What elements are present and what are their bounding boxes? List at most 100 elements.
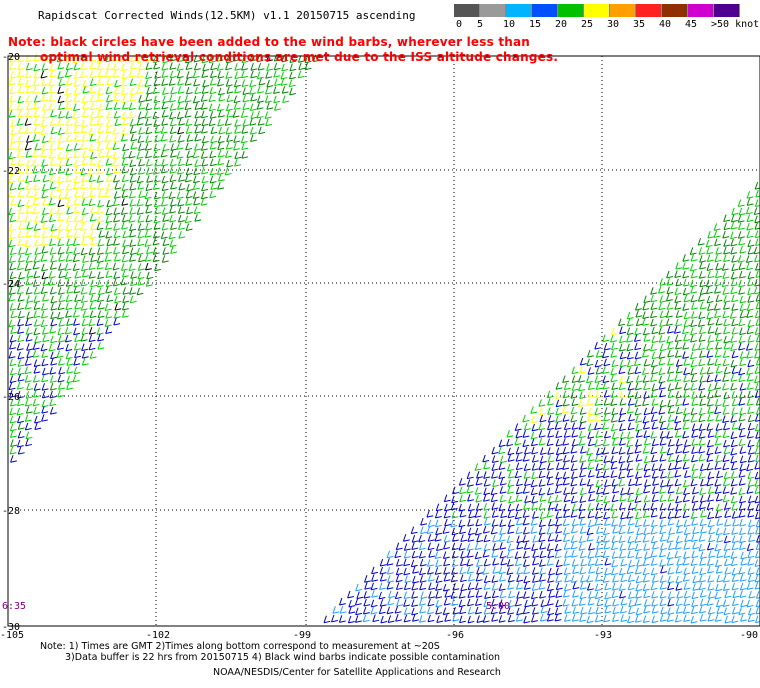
wind-barb <box>635 415 643 423</box>
wind-barb <box>651 486 659 495</box>
wind-barb <box>755 238 760 246</box>
wind-barb <box>33 390 40 398</box>
wind-barb <box>610 367 618 376</box>
wind-barb <box>723 326 730 335</box>
wind-barb <box>578 598 586 606</box>
wind-barb <box>250 63 258 71</box>
wind-barb <box>515 494 523 503</box>
wind-barb <box>618 502 626 510</box>
wind-barb <box>674 270 682 279</box>
wind-barb <box>355 607 363 616</box>
wind-barb <box>554 613 562 622</box>
wind-barb <box>264 95 272 104</box>
wind-barb <box>747 454 755 463</box>
wind-barb <box>692 583 700 591</box>
wind-barb <box>225 126 233 135</box>
wind-barb <box>138 158 145 167</box>
wind-barb <box>452 613 460 622</box>
wind-barb <box>587 382 595 391</box>
wind-barb <box>242 102 250 111</box>
wind-barb <box>754 375 760 384</box>
wind-barb <box>740 558 748 566</box>
wind-barb <box>249 103 257 112</box>
wind-barb <box>145 214 153 223</box>
wind-barb <box>755 294 760 302</box>
wind-barb <box>698 390 706 399</box>
wind-barb <box>747 471 755 480</box>
wind-barb <box>33 71 41 79</box>
wind-barb <box>635 487 643 496</box>
wind-barb <box>594 422 602 431</box>
wind-barb <box>708 526 716 535</box>
wind-barb <box>97 199 105 208</box>
wind-barb <box>570 455 578 463</box>
wind-barb <box>152 111 160 120</box>
wind-barb <box>555 511 563 519</box>
wind-barb <box>106 199 114 208</box>
wind-barb <box>233 135 241 143</box>
wind-barb <box>610 470 618 479</box>
wind-barb <box>177 95 185 104</box>
wind-barb <box>611 535 619 544</box>
wind-barb <box>105 102 113 111</box>
wind-barb <box>145 183 153 192</box>
wind-barb <box>49 406 57 415</box>
wind-barb <box>675 341 682 350</box>
wind-barb <box>426 606 434 615</box>
wind-barb <box>9 95 17 103</box>
wind-barb <box>97 182 105 191</box>
wind-barb <box>674 381 682 390</box>
wind-barb <box>184 102 192 111</box>
wind-barb <box>738 262 746 270</box>
wind-barb <box>49 390 57 399</box>
wind-barb <box>42 278 50 287</box>
wind-barb <box>564 606 572 614</box>
wind-barb <box>89 302 97 310</box>
wind-barb <box>539 590 546 599</box>
wind-barb <box>547 398 555 406</box>
wind-barb <box>65 183 73 191</box>
wind-barb <box>675 606 683 614</box>
wind-barb <box>41 94 49 102</box>
wind-barb <box>218 93 226 102</box>
wind-barb <box>507 470 515 479</box>
wind-barb <box>570 391 578 399</box>
wind-barb <box>610 334 617 343</box>
wind-barb <box>459 509 467 518</box>
wind-barb <box>435 527 443 536</box>
wind-barb <box>97 159 105 168</box>
wind-barb <box>538 479 546 487</box>
wind-barb <box>120 277 128 286</box>
wind-barb <box>362 606 370 615</box>
wind-barb <box>42 174 50 183</box>
wind-barb <box>178 231 186 239</box>
wind-barb <box>162 214 170 222</box>
wind-barb <box>636 527 644 536</box>
wind-barb <box>562 477 570 486</box>
wind-barb <box>130 271 138 279</box>
wind-barb <box>658 549 666 558</box>
wind-barb <box>411 599 419 607</box>
wind-barb <box>739 527 746 536</box>
wind-barb <box>578 438 586 446</box>
wind-barb <box>162 95 170 104</box>
wind-barb <box>73 318 80 326</box>
wind-barb <box>538 487 546 496</box>
wind-barb <box>723 391 731 400</box>
wind-barb <box>579 391 587 399</box>
wind-barb <box>674 430 682 438</box>
wind-barb <box>562 589 570 598</box>
wind-barb <box>467 518 475 527</box>
wind-barb <box>66 134 73 143</box>
wind-barb <box>498 471 506 480</box>
wind-barb <box>8 110 16 118</box>
wind-barb <box>249 53 257 62</box>
wind-barb <box>739 582 747 591</box>
map-grid <box>8 56 760 626</box>
wind-barb <box>289 55 297 63</box>
wind-barb <box>426 526 434 535</box>
wind-barb <box>516 567 524 575</box>
wind-barb <box>121 174 129 183</box>
wind-barb <box>747 278 755 287</box>
wind-barb <box>587 414 595 422</box>
